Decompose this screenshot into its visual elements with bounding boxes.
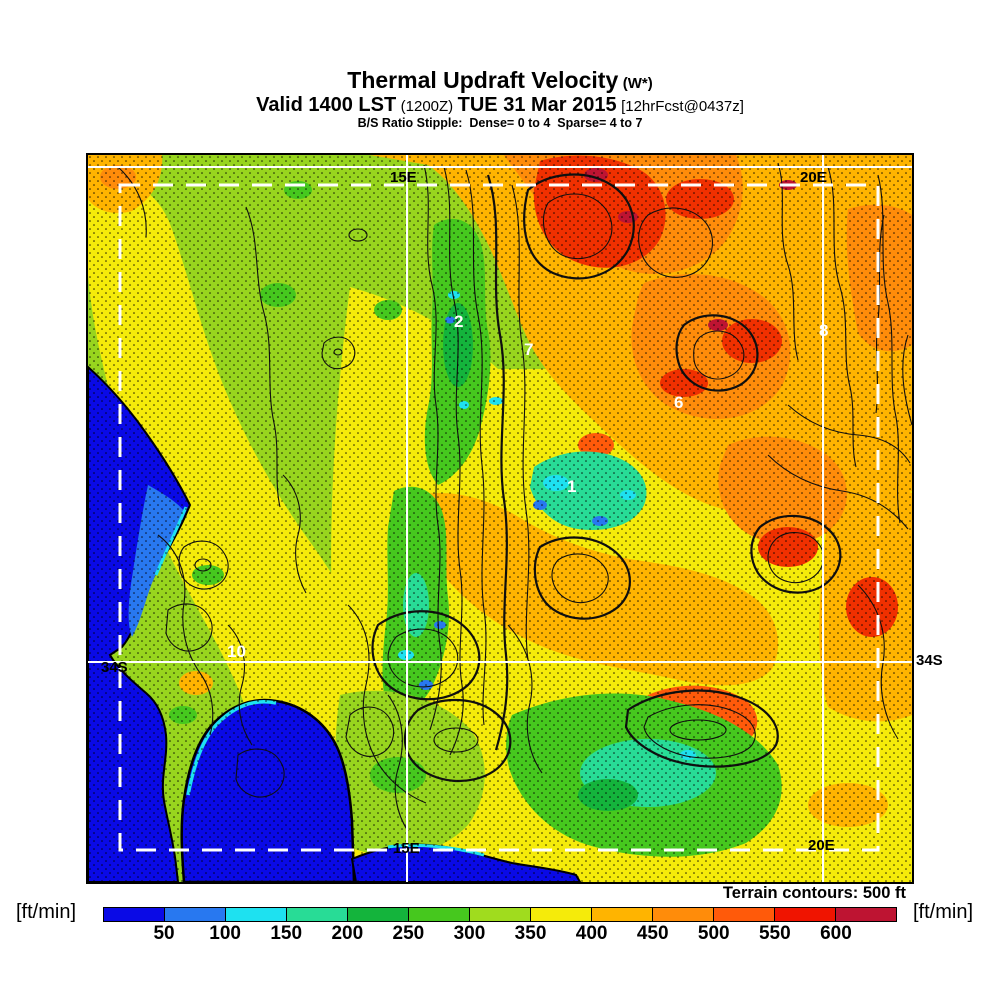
spot-label: 7 xyxy=(524,340,533,359)
colorbar-tick-label: 100 xyxy=(209,923,241,944)
graticule-label: 20E xyxy=(808,837,835,854)
colorbar-tick-label: 150 xyxy=(270,923,303,944)
model-domain-boundary xyxy=(118,183,880,852)
title-line: Thermal Updraft Velocity (W*) xyxy=(0,67,1000,94)
title-note: (W*) xyxy=(622,75,653,92)
graticule-label: 15E xyxy=(393,840,420,857)
valid-time: Valid 1400 LST xyxy=(256,93,397,116)
colorbar-segment xyxy=(713,908,774,921)
valid-date: TUE 31 Mar 2015 xyxy=(457,93,617,116)
header: Thermal Updraft Velocity (W*) Valid 1400… xyxy=(0,67,1000,131)
colorbar-tick-label: 250 xyxy=(392,923,425,944)
colorbar-tick-label: 500 xyxy=(697,923,730,944)
colorbar-segment xyxy=(225,908,286,921)
page-title: Thermal Updraft Velocity xyxy=(347,67,619,93)
spot-label: 1 xyxy=(567,477,576,496)
colorbar-tick-label: 450 xyxy=(636,923,669,944)
colorbar-tick-label: 350 xyxy=(514,923,547,944)
colorbar-segment xyxy=(286,908,347,921)
terrain-note: Terrain contours: 500 ft xyxy=(722,884,906,902)
valid-fcst: [12hrFcst@0437z] xyxy=(621,97,744,115)
colorbar-segment xyxy=(835,908,896,921)
map-canvas: 15E 20E 34S 15E 20E 2 7 6 8 1 10 xyxy=(88,155,912,882)
spot-label: 2 xyxy=(454,312,463,331)
colorbar-tick-label: 400 xyxy=(575,923,608,944)
valid-zulu: (1200Z) xyxy=(400,97,454,115)
colorbar-tick-label: 50 xyxy=(153,923,175,944)
valid-line: Valid 1400 LST (1200Z) TUE 31 Mar 2015 [… xyxy=(0,94,1000,116)
colorbar-segment xyxy=(530,908,591,921)
colorbar-unit-left: [ft/min] xyxy=(16,901,77,923)
colorbar-segment xyxy=(774,908,835,921)
colorbar-tick-label: 600 xyxy=(820,923,852,944)
stipple-note: B/S Ratio Stipple: Dense= 0 to 4 Sparse=… xyxy=(357,116,643,131)
bs-ratio-stipple xyxy=(88,155,912,882)
colorbar-segment xyxy=(408,908,469,921)
graticule-labels: 15E 20E 34S 15E 20E xyxy=(101,169,835,857)
spot-label: 8 xyxy=(819,321,828,340)
colorbar-tick-label: 300 xyxy=(453,923,486,944)
colorbar xyxy=(103,907,897,922)
colorbar-segment xyxy=(469,908,530,921)
spot-label: 6 xyxy=(674,393,683,412)
colorbar-segment xyxy=(591,908,652,921)
colorbar-segment xyxy=(652,908,713,921)
colorbar-segment xyxy=(104,908,164,921)
spot-label: 10 xyxy=(227,642,246,661)
forecast-map: 15E 20E 34S 15E 20E 2 7 6 8 1 10 xyxy=(86,153,914,884)
colorbar-segment xyxy=(347,908,408,921)
colorbar-tick-label: 550 xyxy=(758,923,791,944)
graticule-lines xyxy=(88,155,912,882)
colorbar-tick-label: 200 xyxy=(331,923,364,944)
colorbar-unit-right: [ft/min] xyxy=(913,901,974,923)
spot-labels: 2 7 6 8 1 10 xyxy=(227,312,828,661)
graticule-label: 34S xyxy=(101,659,128,676)
colorbar-segment xyxy=(164,908,225,921)
lat-label-right: 34S xyxy=(916,652,943,669)
graticule-label: 15E xyxy=(390,169,417,186)
graticule-label: 20E xyxy=(800,169,827,186)
